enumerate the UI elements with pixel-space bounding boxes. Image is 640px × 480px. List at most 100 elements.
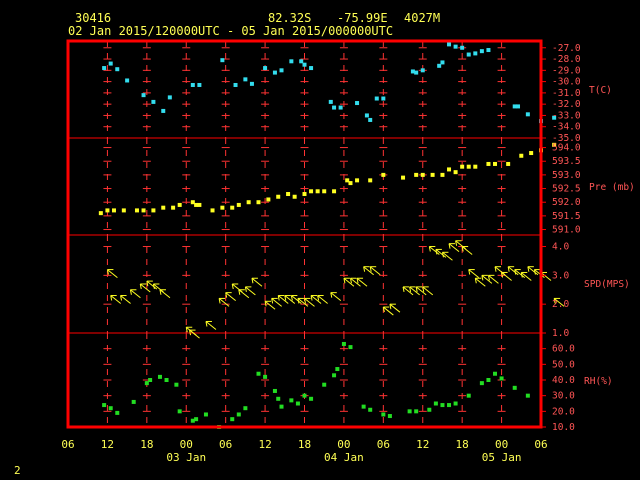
y-tick-label: -33.0 (552, 110, 581, 121)
plot-frame (66, 39, 543, 429)
data-point (332, 373, 337, 378)
wind-arrow (330, 292, 342, 302)
data-point (190, 418, 195, 423)
data-point (302, 393, 307, 398)
data-point (167, 95, 172, 100)
y-tick-label: 30.0 (552, 391, 575, 402)
data-point (102, 403, 107, 408)
wind-arrow (448, 243, 460, 253)
y-tick-label: -30.0 (552, 77, 581, 88)
data-point (177, 202, 182, 207)
time-period: 02 Jan 2015/120000UTC - 05 Jan 2015/0000… (68, 24, 393, 38)
data-point (447, 167, 452, 172)
wind-arrow (290, 295, 302, 304)
data-point (493, 161, 498, 166)
y-tick-label: -31.0 (552, 88, 581, 99)
data-point (414, 409, 419, 414)
data-point (197, 82, 202, 87)
data-point (266, 197, 271, 202)
data-point (121, 208, 126, 213)
wind-arrow (487, 274, 499, 284)
data-point (328, 99, 333, 104)
data-point (157, 374, 162, 379)
data-point (144, 381, 149, 386)
data-point (115, 410, 120, 415)
data-point (335, 367, 340, 372)
wind-arrow (402, 286, 414, 296)
y-tick-label: 10.0 (552, 422, 575, 433)
data-point (437, 63, 442, 68)
data-point (210, 208, 215, 213)
data-point (338, 105, 343, 110)
data-point (466, 52, 471, 57)
y-tick-label: 592.5 (552, 184, 581, 195)
data-point (276, 194, 281, 199)
x-date-label: 05 Jan (482, 451, 522, 464)
x-tick-label: 00 (180, 438, 193, 451)
wind-arrow (422, 286, 434, 296)
wind-arrow (106, 269, 118, 278)
wind-arrow (481, 274, 493, 284)
wind-arrow (304, 297, 315, 307)
data-point (190, 82, 195, 87)
data-point (295, 401, 300, 406)
data-point (479, 49, 484, 54)
data-point (512, 104, 517, 109)
wind-arrow (514, 269, 526, 278)
data-point (105, 208, 110, 213)
data-point (151, 99, 156, 104)
data-point (401, 175, 406, 180)
data-point (407, 409, 412, 414)
data-point (345, 178, 350, 183)
data-point (374, 96, 379, 101)
data-point (322, 189, 327, 194)
data-point (440, 172, 445, 177)
page-number: 2 (14, 464, 21, 477)
wind-arrow (527, 266, 539, 276)
x-date-label: 04 Jan (324, 451, 364, 464)
wind-arrow (139, 283, 151, 293)
wind-arrow (271, 297, 282, 307)
data-point (276, 396, 281, 401)
data-point (486, 378, 491, 382)
data-point (256, 371, 261, 376)
wind-arrow (297, 297, 309, 307)
panel-label: SPD(MPS) (584, 279, 630, 290)
wind-arrow (225, 292, 236, 302)
wind-arrow (356, 277, 368, 287)
data-point (348, 345, 353, 350)
data-point (194, 417, 199, 422)
data-point (161, 205, 166, 210)
data-point (299, 59, 304, 64)
data-point (381, 172, 386, 177)
data-point (236, 412, 241, 417)
data-point (552, 142, 557, 147)
data-point (220, 58, 225, 63)
data-point (525, 112, 530, 117)
data-point (272, 388, 277, 393)
y-tick-label: -29.0 (552, 65, 581, 76)
data-point (460, 164, 465, 169)
data-point (453, 44, 458, 49)
wind-arrow (409, 286, 420, 296)
data-point (381, 96, 386, 101)
wind-arrow (428, 246, 440, 255)
data-point (368, 407, 373, 412)
data-point (381, 412, 386, 417)
wind-arrow (349, 277, 361, 287)
station-lon: -75.99E (337, 11, 388, 25)
wind-arrow (159, 289, 171, 299)
data-point (361, 404, 366, 409)
wind-arrow (317, 295, 328, 304)
wind-arrow (189, 329, 200, 339)
data-point (414, 172, 419, 177)
x-tick-label: 06 (219, 438, 232, 451)
data-point (529, 151, 534, 156)
axis-labels: -27.0-28.0-29.0-30.0-31.0-32.0-33.0-34.0… (61, 43, 634, 464)
data-point (289, 398, 294, 403)
x-date-label: 03 Jan (166, 451, 206, 464)
data-point (141, 93, 146, 98)
wind-arrow (129, 289, 141, 299)
x-tick-label: 12 (101, 438, 114, 451)
wind-arrow (507, 266, 519, 276)
